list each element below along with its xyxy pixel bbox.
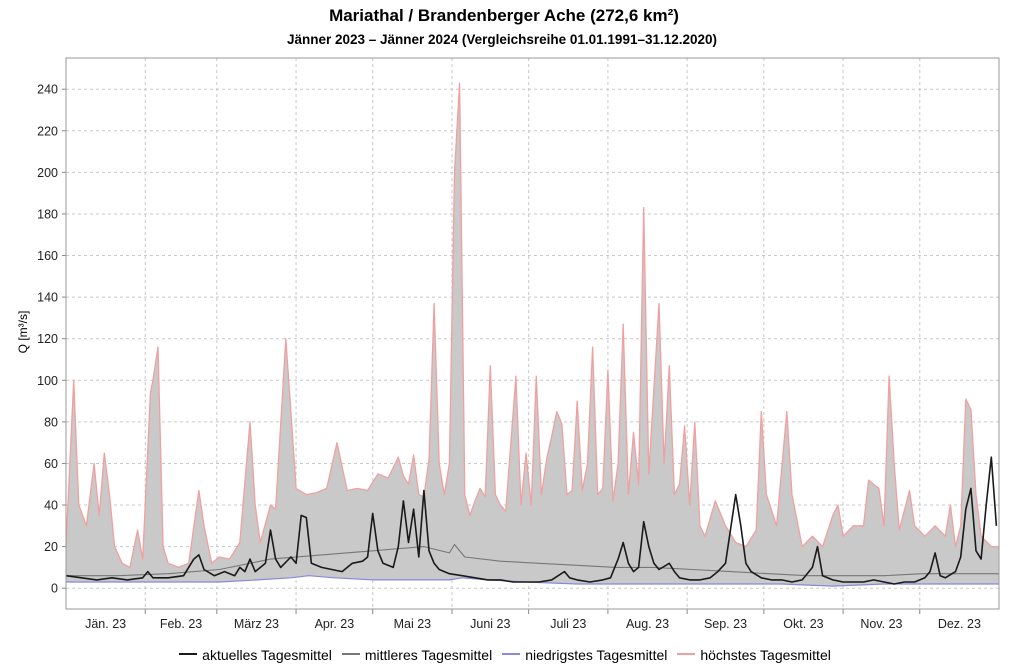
x-tick-label: Juni 23	[470, 617, 510, 631]
series-line-lowest	[66, 575, 999, 587]
legend-swatch	[341, 653, 360, 656]
legend-swatch	[502, 653, 521, 656]
y-tick-label: 240	[37, 83, 58, 97]
legend-label: höchstes Tagesmittel	[700, 647, 831, 663]
legend-label: niedrigstes Tagesmittel	[525, 647, 668, 663]
x-tick-label: Sep. 23	[704, 617, 747, 631]
y-tick-label: 140	[37, 291, 58, 305]
legend-item: mittleres Tagesmittel	[341, 647, 493, 663]
series-line-mean	[66, 543, 999, 577]
x-tick-label: Dez. 23	[938, 617, 981, 631]
legend-label: mittleres Tagesmittel	[364, 647, 493, 663]
y-tick-label: 120	[37, 332, 58, 346]
series-layer	[65, 82, 999, 587]
legend-swatch	[179, 653, 198, 656]
legend-item: aktuelles Tagesmittel	[179, 647, 332, 663]
legend-item: höchstes Tagesmittel	[677, 647, 831, 663]
x-tick-label: Okt. 23	[783, 617, 823, 631]
x-tick-label: März 23	[234, 617, 279, 631]
y-tick-label: 160	[37, 249, 58, 263]
series-line-highest	[65, 82, 999, 569]
x-tick-label: Nov. 23	[860, 617, 902, 631]
x-tick-label: Mai 23	[394, 617, 432, 631]
chart-legend: aktuelles Tagesmittel mittleres Tagesmitt…	[0, 647, 1010, 663]
legend-label: aktuelles Tagesmittel	[202, 647, 332, 663]
y-tick-label: 40	[44, 499, 58, 513]
y-tick-label: 0	[51, 582, 58, 596]
y-tick-label: 20	[44, 540, 58, 554]
y-tick-label: 80	[44, 415, 58, 429]
y-tick-label: 60	[44, 457, 58, 471]
chart-title: Mariathal / Brandenberger Ache (272,6 km…	[329, 6, 679, 25]
x-tick-label: Jän. 23	[85, 617, 126, 631]
axis-layer: 0 20 40 60 80 100 120 140 160 180 200 220 240 Jän. 23…	[37, 57, 1000, 631]
x-tick-label: Feb. 23	[160, 617, 202, 631]
chart-subtitle: Jänner 2023 – Jänner 2024 (Vergleichsrei…	[286, 32, 718, 47]
y-tick-label: 100	[37, 374, 58, 388]
series-line-current	[65, 456, 998, 585]
x-tick-label: Juli 23	[550, 617, 586, 631]
y-tick-label: 180	[37, 207, 58, 221]
plot-frame	[65, 57, 1000, 610]
x-tick-label: Apr. 23	[315, 617, 355, 631]
legend-swatch	[677, 653, 696, 656]
legend-item: niedrigstes Tagesmittel	[502, 647, 667, 663]
y-tick-label: 220	[37, 124, 58, 138]
y-axis-label: Q [m³/s]	[16, 311, 30, 354]
x-tick-label: Aug. 23	[626, 617, 669, 631]
y-tick-label: 200	[37, 166, 58, 180]
